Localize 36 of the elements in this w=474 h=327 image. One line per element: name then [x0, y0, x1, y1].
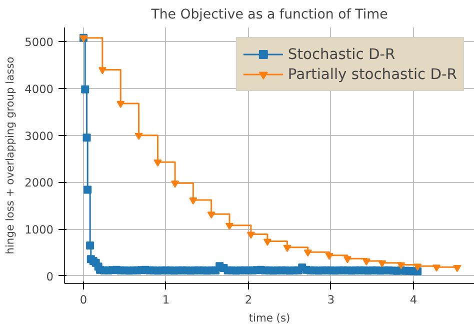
x-tick-label: 3 — [327, 292, 335, 306]
x-axis-title: time (s) — [248, 312, 290, 324]
x-tick-label: 4 — [410, 292, 418, 306]
y-tick-label: 0 — [46, 270, 54, 284]
point — [116, 100, 125, 108]
y-tick-label: 4000 — [24, 82, 54, 96]
point — [154, 160, 162, 167]
point — [283, 244, 292, 252]
x-tick-label: 2 — [244, 292, 252, 306]
x-tick-label: 0 — [80, 292, 88, 306]
x-tick-label: 1 — [162, 292, 170, 306]
point — [207, 212, 216, 219]
point — [453, 265, 462, 272]
point — [171, 180, 180, 188]
y-tick-label: 3000 — [24, 128, 54, 143]
y-tick-label: 5000 — [24, 35, 54, 50]
point — [343, 256, 352, 264]
point — [304, 250, 312, 257]
point — [397, 262, 406, 270]
point — [189, 198, 198, 205]
point — [263, 238, 272, 246]
chart-title: The Objective as a function of Time — [150, 8, 388, 22]
point — [246, 232, 255, 239]
point — [414, 264, 422, 271]
point — [432, 264, 441, 272]
point — [325, 252, 334, 260]
legend-label: Partially stochastic D-R — [288, 66, 457, 82]
y-axis-title: hinge loss + overlapping group lasso — [4, 56, 17, 254]
y-tick-label: 2000 — [24, 176, 54, 190]
y-tick-label: 1000 — [24, 222, 54, 237]
legend-label: Stochastic D-R — [288, 46, 396, 62]
point — [134, 132, 143, 140]
point — [225, 222, 234, 230]
point — [362, 258, 370, 266]
point — [378, 260, 386, 268]
point — [98, 67, 106, 74]
